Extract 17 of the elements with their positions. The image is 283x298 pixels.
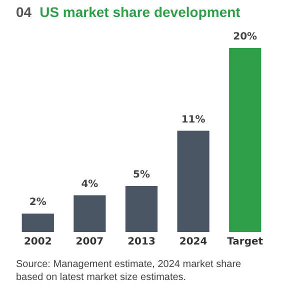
data-label: 4% — [81, 178, 98, 190]
bar — [74, 195, 106, 232]
x-tick-label: Target — [227, 236, 264, 248]
x-tick-label: 2002 — [24, 236, 52, 248]
x-tick-label: 2013 — [128, 236, 156, 248]
bar — [22, 214, 54, 232]
x-tick-label: 2024 — [179, 236, 208, 248]
data-label: 20% — [233, 32, 258, 43]
data-label: 11% — [181, 114, 206, 126]
source-note: Source: Management estimate, 2024 market share based on latest market size estimates. — [15, 258, 242, 284]
bar — [125, 186, 158, 232]
chart-title: 04 US market share development — [16, 4, 240, 20]
data-label: 5% — [133, 170, 150, 181]
bar — [229, 48, 262, 232]
x-tick-label: 2007 — [76, 236, 104, 248]
bar — [177, 130, 210, 232]
data-label: 2% — [29, 197, 46, 208]
